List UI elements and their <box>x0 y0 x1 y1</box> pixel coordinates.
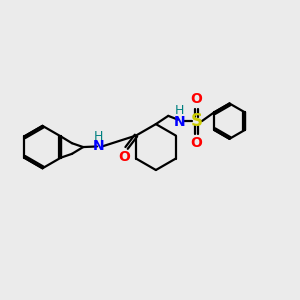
Text: N: N <box>174 115 185 129</box>
Text: H: H <box>94 130 103 142</box>
Text: O: O <box>190 136 202 151</box>
Text: O: O <box>118 150 130 164</box>
Text: S: S <box>190 112 202 130</box>
Text: N: N <box>93 140 104 154</box>
Text: O: O <box>190 92 202 106</box>
Text: H: H <box>175 104 184 117</box>
